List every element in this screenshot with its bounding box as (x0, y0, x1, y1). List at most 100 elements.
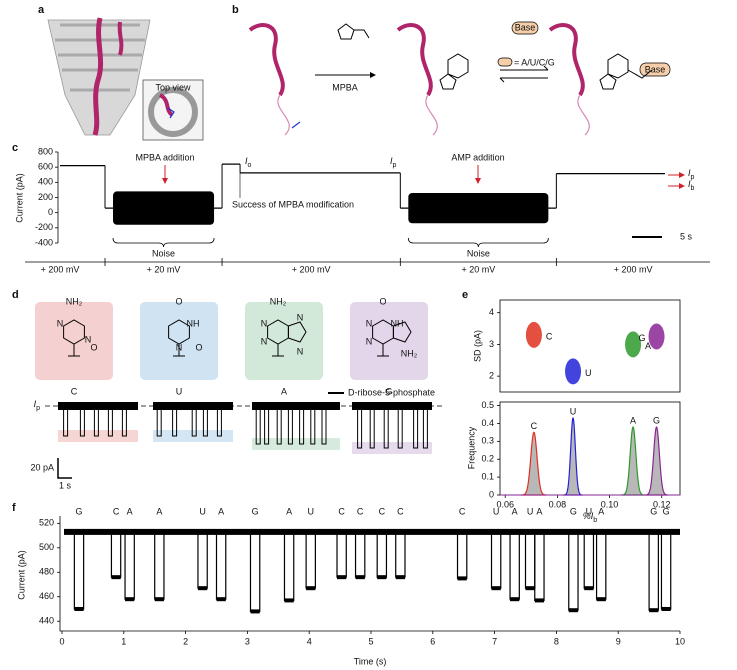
cluster (625, 331, 642, 358)
glycosidic-bond (68, 344, 80, 357)
event-noise (534, 598, 545, 603)
event-noise (284, 598, 294, 603)
scale-y-label: 20 pA (30, 462, 54, 472)
cluster-label: C (546, 331, 553, 341)
base-box (140, 302, 218, 380)
event-noise (568, 608, 579, 613)
event-label: G (252, 506, 259, 516)
y-tick-label: 0.1 (481, 471, 494, 481)
event-noise (649, 608, 659, 613)
event (276, 406, 282, 445)
event (310, 406, 316, 445)
y-axis-label: Current (pA) (16, 550, 26, 600)
glycosidic-bond (173, 344, 185, 357)
event (369, 406, 375, 449)
event-noise (337, 575, 347, 580)
voltage-label: + 20 mV (461, 264, 495, 274)
y-tick-label: 800 (38, 146, 53, 156)
event (383, 406, 389, 449)
event (255, 406, 261, 445)
y-tick-label: 600 (38, 162, 53, 172)
atom-label: N (297, 346, 304, 356)
event (534, 531, 545, 602)
event-noise (111, 575, 121, 580)
event (583, 531, 595, 589)
voltage-label: + 200 mV (292, 264, 331, 274)
symbol-main: I (688, 168, 691, 178)
event (299, 406, 305, 445)
event-label: G (650, 506, 657, 516)
event-label: A (286, 506, 292, 516)
event-noise (125, 597, 135, 602)
panel-label: d (12, 289, 19, 301)
reagent-label: MPBA (332, 82, 358, 92)
event-label: G (570, 506, 577, 516)
event (264, 406, 270, 445)
atom-label: NH₂ (401, 348, 418, 358)
event-label: A (512, 506, 518, 516)
event (376, 531, 388, 578)
base-box (35, 302, 113, 380)
symbol-main: I (34, 399, 37, 409)
base-name: U (176, 386, 183, 396)
atom-label: NH (187, 318, 200, 328)
event-noise (584, 586, 594, 591)
base-ring (392, 321, 412, 343)
event (413, 406, 419, 449)
x-tick-label: 0.12 (653, 499, 671, 509)
cluster-label: U (585, 368, 592, 378)
x-tick-label: 0.06 (496, 499, 514, 509)
symbol-sub: b (691, 185, 695, 192)
event (397, 406, 403, 449)
event (524, 531, 536, 589)
event-label: A (127, 506, 133, 516)
symbol-sub: p (691, 174, 695, 181)
symbol-label: Ib (688, 179, 695, 191)
glycosidic-bond (272, 344, 284, 357)
event-noise (250, 609, 260, 614)
peak (563, 416, 583, 496)
x-tick-label: 4 (307, 636, 312, 646)
event-noise (596, 597, 606, 602)
event-label: U (527, 506, 534, 516)
voltage-label: + 20 mV (147, 264, 181, 274)
brace (112, 237, 215, 248)
peak-label: G (653, 415, 660, 425)
annotation: Success of MPBA modification (232, 199, 354, 209)
atom-label: N (297, 312, 304, 322)
event-noise (395, 575, 405, 580)
noise-label: Noise (152, 248, 175, 258)
y-tick-label: 480 (39, 567, 54, 577)
axes (59, 516, 680, 632)
cluster (565, 358, 582, 385)
x-tick-label: 3 (245, 636, 250, 646)
atom-label: N (261, 318, 268, 328)
event-noise (216, 597, 226, 602)
y-tick-label: 200 (38, 192, 53, 202)
event (354, 531, 366, 578)
cluster-label: A (645, 341, 651, 351)
cluster (525, 321, 542, 348)
event-label: U (586, 506, 593, 516)
peak (520, 431, 547, 496)
y-tick-label: 0.4 (481, 418, 494, 428)
baseline-noise (64, 528, 680, 535)
event (63, 406, 69, 437)
event-noise (377, 575, 387, 580)
symbol-label: Ip (390, 156, 397, 168)
event (73, 531, 85, 610)
y-tick-label: 500 (39, 542, 54, 552)
x-tick-label: 9 (616, 636, 621, 646)
cluster (648, 323, 665, 350)
event (249, 531, 261, 613)
event-label: C (113, 506, 120, 516)
panel-label: e (462, 289, 468, 301)
symbol-sub: o (248, 162, 252, 169)
base-label: Base (515, 22, 536, 32)
event (422, 406, 428, 449)
event (121, 406, 127, 437)
atom-label: O (175, 296, 182, 306)
event-noise (154, 597, 164, 602)
atom-label: O (195, 342, 202, 352)
